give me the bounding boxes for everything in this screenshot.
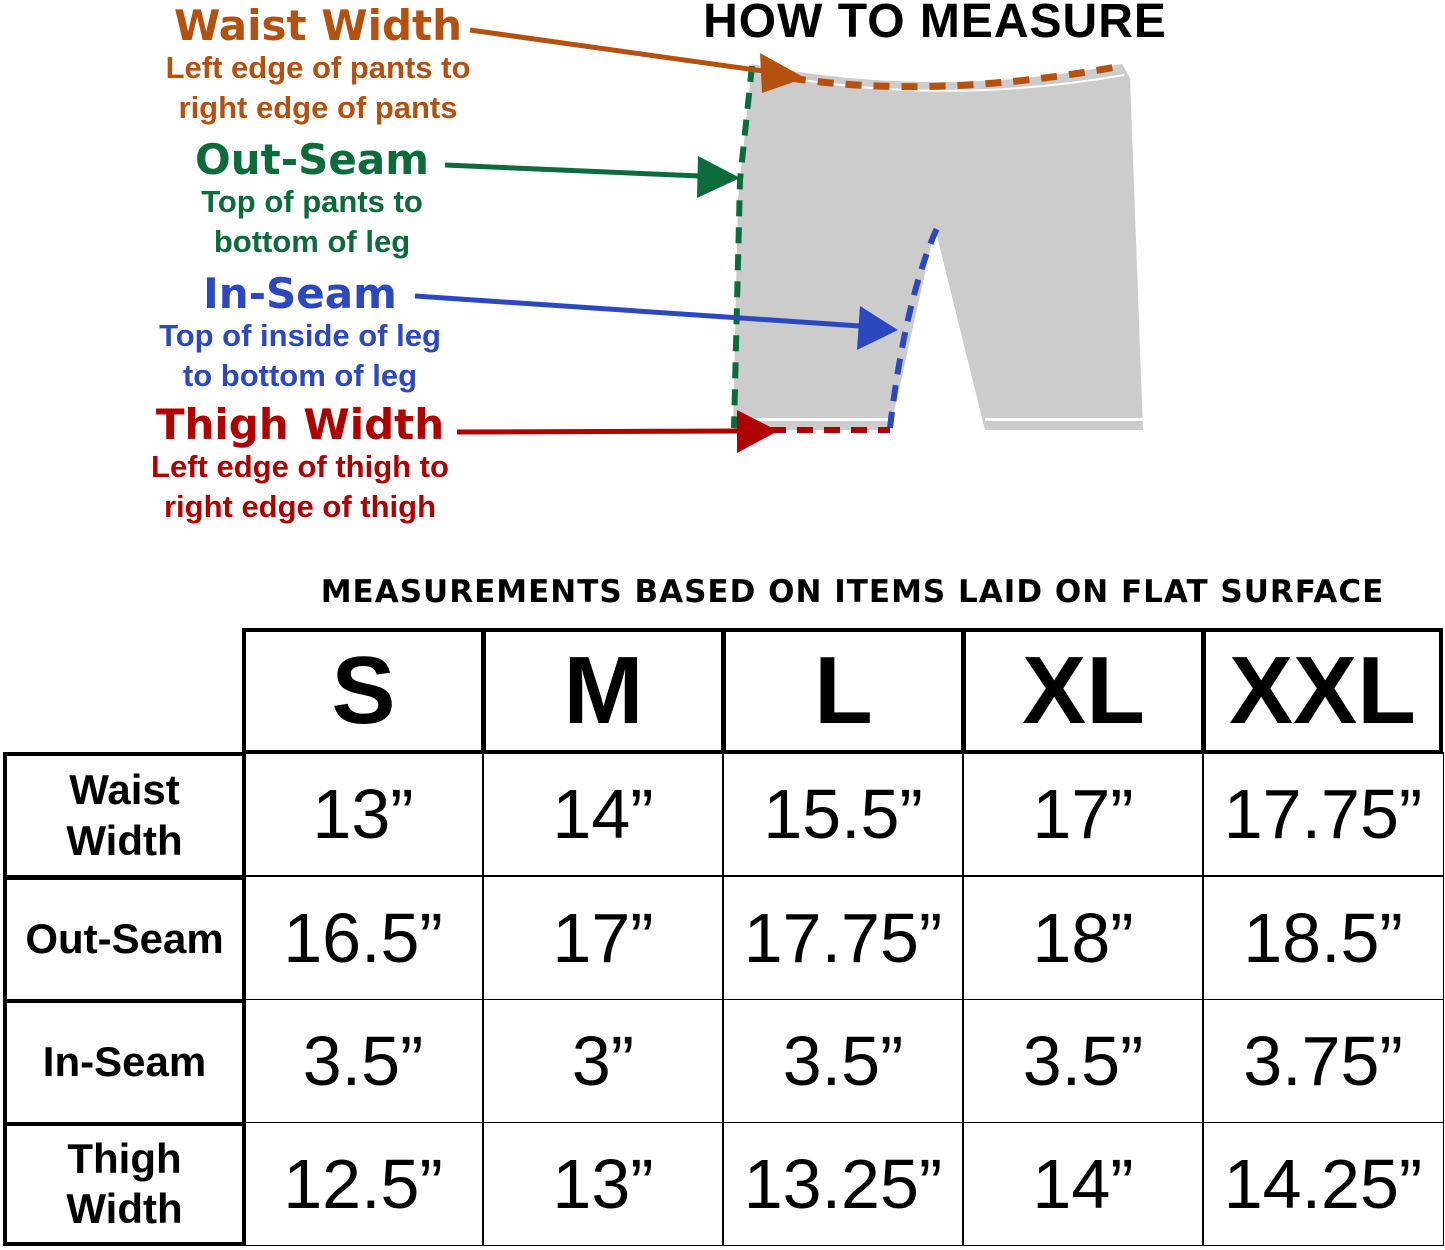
size-header-l: L: [722, 628, 965, 754]
table-cell: 14”: [962, 1122, 1204, 1246]
table-cell: 18”: [962, 876, 1204, 1000]
row-label: Waist Width: [3, 752, 246, 879]
table-cell: 15.5”: [722, 752, 964, 876]
outseam-label: Out-Seam Top of pants to bottom of leg: [130, 135, 494, 262]
inseam-desc-1: Top of inside of leg: [159, 318, 441, 354]
table-cell: 13”: [482, 1122, 724, 1246]
table-cell: 17”: [482, 876, 724, 1000]
page-title: HOW TO MEASURE: [703, 0, 1167, 48]
table-cell: 14”: [482, 752, 724, 876]
table-cell: 3”: [482, 999, 724, 1123]
waist-label: Waist Width Left edge of pants to right …: [130, 1, 506, 128]
table-cell: 3.75”: [1202, 999, 1444, 1123]
size-header-m: M: [482, 628, 725, 754]
table-cell: 17”: [962, 752, 1204, 876]
table-cell: 13.25”: [722, 1122, 964, 1246]
thigh-desc-1: Left edge of thigh to: [151, 449, 449, 485]
table-cell: 18.5”: [1202, 876, 1444, 1000]
shorts-shape: [733, 64, 1143, 430]
outseam-desc-2: bottom of leg: [213, 224, 411, 260]
inseam-dashed-line: [887, 226, 940, 429]
inseam-label: In-Seam Top of inside of leg to bottom o…: [110, 269, 490, 396]
leg-hem: [733, 418, 890, 421]
thigh-heading: Thigh Width: [155, 400, 445, 449]
table-cell: 16.5”: [242, 876, 484, 1000]
outseam-dashed-line: [731, 65, 755, 429]
table-cell: 3.5”: [962, 999, 1204, 1123]
waist-dashed-line: [789, 62, 1123, 91]
inseam-heading: In-Seam: [203, 269, 397, 318]
shorts-diagram: [414, 27, 1143, 453]
table-cell: 17.75”: [722, 876, 964, 1000]
waist-desc-1: Left edge of pants to: [165, 50, 471, 86]
thigh-desc-2: right edge of thigh: [163, 489, 437, 525]
thigh-arrow: [456, 410, 778, 453]
table-cell: 17.75”: [1202, 752, 1444, 876]
waist-desc-2: right edge of pants: [178, 90, 458, 126]
table-cell: 3.5”: [242, 999, 484, 1123]
size-header-xxl: XXL: [1202, 628, 1443, 754]
table-cell: 13”: [242, 752, 484, 876]
inseam-arrow: [414, 293, 898, 350]
size-header-s: S: [242, 628, 485, 754]
row-label: Out-Seam: [3, 876, 246, 1003]
outseam-arrow: [444, 156, 740, 198]
size-header-xl: XL: [962, 628, 1205, 754]
inseam-desc-2: to bottom of leg: [182, 358, 418, 394]
waist-heading: Waist Width: [173, 1, 463, 50]
table-cell: 12.5”: [242, 1122, 484, 1246]
waist-arrow: [469, 27, 805, 93]
row-label: In-Seam: [3, 999, 246, 1126]
thigh-label: Thigh Width Left edge of thigh to right …: [100, 400, 500, 527]
table-cell: 3.5”: [722, 999, 964, 1123]
row-label: Thigh Width: [3, 1122, 246, 1246]
outseam-desc-1: Top of pants to: [201, 184, 423, 220]
table-caption: MEASUREMENTS BASED ON ITEMS LAID ON FLAT…: [320, 574, 1385, 610]
outseam-heading: Out-Seam: [195, 135, 429, 184]
table-cell: 14.25”: [1202, 1122, 1444, 1246]
